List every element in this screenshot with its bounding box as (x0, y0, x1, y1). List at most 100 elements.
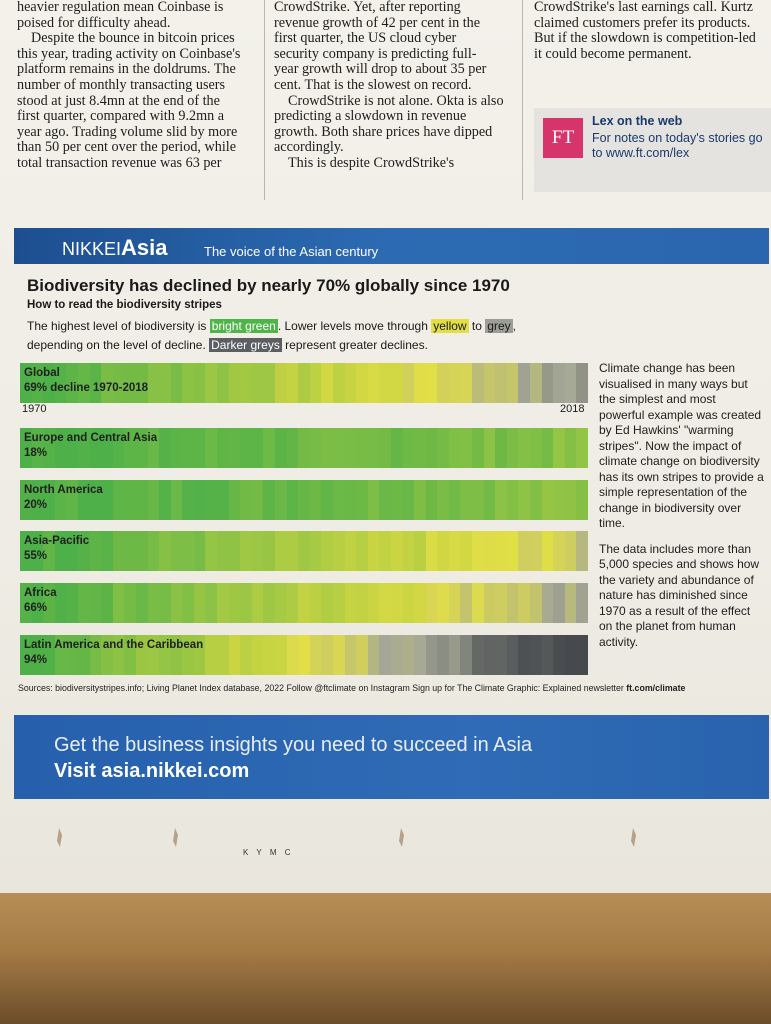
highlight-yellow: yellow (431, 319, 469, 333)
stripe-year (159, 428, 172, 468)
stripe-year (286, 531, 300, 571)
text-line: But if the slowdown is competition-led (534, 30, 756, 47)
stripe-year (20, 635, 33, 675)
region-decline: 18% (24, 447, 48, 459)
stripe-year (54, 635, 68, 675)
stripe-year (506, 635, 520, 675)
stripe-year (240, 583, 253, 623)
stripe-year (321, 583, 335, 623)
stripe-year (124, 428, 138, 468)
stripe-year (240, 480, 253, 520)
explainer-text: , depending on the level of decline. (27, 319, 516, 352)
stripe-year (31, 635, 45, 675)
stripe-year (344, 583, 358, 623)
stripe-year (367, 428, 381, 468)
stripe-year (205, 363, 219, 403)
stripe-year (89, 363, 103, 403)
stripe-year (240, 531, 253, 571)
stripe-year (240, 428, 253, 468)
stripe-year (159, 583, 172, 623)
stripe-year (66, 428, 80, 468)
stripe-year (193, 428, 207, 468)
stripe-year (66, 480, 80, 520)
column-rule (522, 0, 523, 200)
text-line: platform remains in the doldrums. The (17, 61, 236, 78)
advert-line-1: Get the business insights you need to su… (54, 734, 533, 756)
stripe-year (275, 583, 288, 623)
brand-prefix: NIKKEI (62, 239, 122, 259)
stripe-year (309, 635, 323, 675)
stripe-year (263, 428, 277, 468)
stripe-year (309, 363, 323, 403)
region-decline: 69% decline 1970-2018 (24, 382, 149, 394)
stripe-year (101, 583, 114, 623)
explainer-text: to (468, 319, 486, 333)
stripe-year (66, 363, 80, 403)
stripe-year (356, 363, 369, 403)
stripe-year (101, 531, 114, 571)
stripe-year (298, 635, 311, 675)
stripe-year (425, 635, 439, 675)
text-line: accordingly. (274, 139, 344, 156)
stripe-year (472, 428, 485, 468)
region-name: Global (24, 367, 60, 379)
graphic-subtitle: How to read the biodiversity stripes (27, 299, 222, 311)
lex-body: For notes on today's stories go to www.f… (592, 131, 763, 160)
stripe-year (298, 428, 311, 468)
stripe-year (193, 363, 207, 403)
stripe-year (193, 635, 207, 675)
punch-hole (173, 828, 178, 847)
stripe-year (286, 635, 300, 675)
stripe-year (448, 363, 462, 403)
stripe-year (20, 363, 33, 403)
stripe-year (217, 428, 230, 468)
brand-name: Asia (121, 235, 168, 260)
stripe-year (20, 583, 33, 623)
side-paragraph: The data includes more than 5,000 specie… (599, 541, 760, 649)
text-line: CrowdStrike. Yet, after reporting (274, 0, 461, 15)
stripe-year (159, 635, 172, 675)
stripe-year (77, 531, 91, 571)
stripe-year (182, 480, 195, 520)
stripe-year (135, 531, 149, 571)
stripe-year (20, 428, 33, 468)
stripe-year (576, 583, 588, 623)
text-line: than 50 per cent over the period, while (17, 139, 237, 156)
stripe-year (356, 531, 369, 571)
stripe-year (298, 480, 311, 520)
stripe-year (240, 635, 253, 675)
stripe-year (89, 480, 103, 520)
stripe-year (437, 635, 451, 675)
text-line: stood at just 8.4mn at the end of the (17, 92, 220, 109)
stripe-year (332, 635, 346, 675)
stripe-year (472, 363, 485, 403)
year-start: 1970 (22, 403, 47, 415)
stripe-year (182, 363, 195, 403)
explainer-text: represent greater declines. (281, 338, 428, 352)
stripe-year (460, 531, 474, 571)
stripe-year (159, 363, 172, 403)
stripe-year (541, 480, 555, 520)
stripe-year (495, 480, 508, 520)
stripe-year (553, 635, 566, 675)
stripe-year (298, 583, 311, 623)
stripe-year (321, 635, 335, 675)
stripe-year (286, 480, 300, 520)
stripe-year (553, 363, 566, 403)
stripe-year (275, 531, 288, 571)
text-line: This is despite CrowdStrike's (288, 154, 455, 171)
stripe-year (460, 363, 474, 403)
stripe-year (286, 363, 300, 403)
stripe-year (182, 531, 195, 571)
stripe-year (321, 363, 335, 403)
region-name: Africa (24, 587, 57, 599)
stripe-year (77, 480, 91, 520)
stripe-year (483, 583, 497, 623)
stripe-year (414, 635, 427, 675)
stripe-year (414, 583, 427, 623)
stripe-year (564, 480, 578, 520)
stripe-year (379, 428, 393, 468)
stripe-year (344, 363, 358, 403)
stripe-year (402, 583, 416, 623)
stripe-year (193, 531, 207, 571)
